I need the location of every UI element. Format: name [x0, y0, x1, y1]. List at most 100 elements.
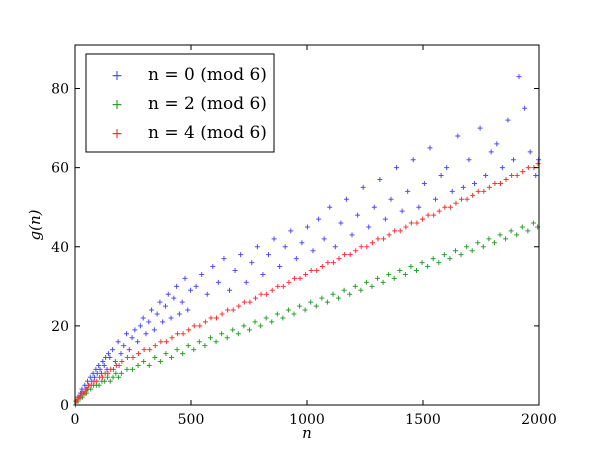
data-point — [353, 248, 359, 254]
x-tick-label: 1500 — [405, 412, 441, 428]
data-point — [241, 323, 247, 329]
data-point — [252, 319, 258, 325]
data-point — [207, 335, 213, 341]
data-point — [219, 311, 225, 317]
data-point — [280, 315, 286, 321]
data-point — [341, 287, 347, 293]
y-tick-label: 40 — [51, 240, 69, 256]
data-point — [230, 307, 236, 313]
data-point — [118, 351, 124, 357]
data-point — [503, 236, 509, 242]
data-point — [527, 149, 533, 155]
data-point — [85, 378, 91, 384]
data-point — [399, 208, 405, 214]
data-point — [366, 224, 372, 230]
data-point — [96, 362, 102, 368]
data-point — [308, 299, 314, 305]
data-point — [419, 260, 425, 266]
data-point — [420, 216, 426, 222]
data-point — [254, 244, 260, 250]
data-point — [449, 188, 455, 194]
data-point — [107, 355, 113, 361]
data-point — [509, 173, 515, 179]
data-point — [397, 228, 403, 234]
x-tick-label: 500 — [178, 412, 205, 428]
x-tick-label: 1000 — [289, 412, 325, 428]
data-point — [224, 335, 230, 341]
data-point — [225, 307, 231, 313]
data-point — [136, 351, 142, 357]
data-point — [377, 177, 383, 183]
data-point — [405, 188, 411, 194]
data-point — [343, 196, 349, 202]
x-tick-label: 2000 — [521, 412, 557, 428]
data-point — [394, 165, 400, 171]
data-point — [497, 232, 503, 238]
data-point — [369, 283, 375, 289]
data-point — [182, 275, 188, 281]
data-point — [280, 283, 286, 289]
data-point — [258, 291, 264, 297]
data-point — [375, 275, 381, 281]
data-point — [514, 173, 520, 179]
data-point — [522, 105, 528, 111]
data-point — [243, 279, 249, 285]
data-point — [302, 307, 308, 313]
data-point — [442, 204, 448, 210]
data-point — [459, 196, 465, 202]
legend-label-2: n = 4 (mod 6) — [148, 123, 267, 143]
data-point — [516, 74, 522, 80]
data-point — [436, 208, 442, 214]
data-point — [151, 327, 157, 333]
data-point — [191, 347, 197, 353]
data-point — [427, 145, 433, 151]
legend-box — [85, 53, 275, 153]
data-point — [288, 228, 294, 234]
y-tick-label: 80 — [51, 82, 69, 98]
data-point — [469, 248, 475, 254]
data-point — [297, 303, 303, 309]
data-point — [530, 220, 536, 226]
data-point — [492, 180, 498, 186]
data-point — [505, 117, 511, 123]
data-point — [110, 374, 116, 380]
data-point — [402, 271, 408, 277]
data-point — [84, 386, 90, 392]
data-point — [171, 295, 177, 301]
data-point — [314, 267, 320, 273]
data-point — [321, 236, 327, 242]
data-point — [475, 188, 481, 194]
data-point — [336, 295, 342, 301]
data-point — [472, 180, 478, 186]
data-point — [332, 244, 338, 250]
data-point — [475, 240, 481, 246]
data-point — [185, 343, 191, 349]
data-point — [202, 319, 208, 325]
data-point — [263, 315, 269, 321]
data-point — [146, 362, 152, 368]
data-point — [433, 196, 439, 202]
data-point — [96, 382, 102, 388]
data-point — [269, 287, 275, 293]
data-point — [124, 355, 130, 361]
data-point — [141, 347, 147, 353]
data-point — [316, 216, 322, 222]
data-point — [90, 370, 96, 376]
data-point — [99, 374, 105, 380]
data-point — [146, 319, 152, 325]
data-point — [299, 240, 305, 246]
data-point — [249, 260, 255, 266]
data-point — [416, 204, 422, 210]
data-point — [162, 303, 168, 309]
data-point — [152, 355, 158, 361]
data-point — [363, 279, 369, 285]
data-point — [358, 287, 364, 293]
legend-label-1: n = 2 (mod 6) — [148, 94, 267, 114]
data-point — [186, 327, 192, 333]
data-point — [382, 216, 388, 222]
legend-marker-2: + — [111, 126, 123, 142]
data-point — [397, 267, 403, 273]
data-point — [455, 133, 461, 139]
data-point — [124, 331, 130, 337]
data-point — [196, 339, 202, 345]
